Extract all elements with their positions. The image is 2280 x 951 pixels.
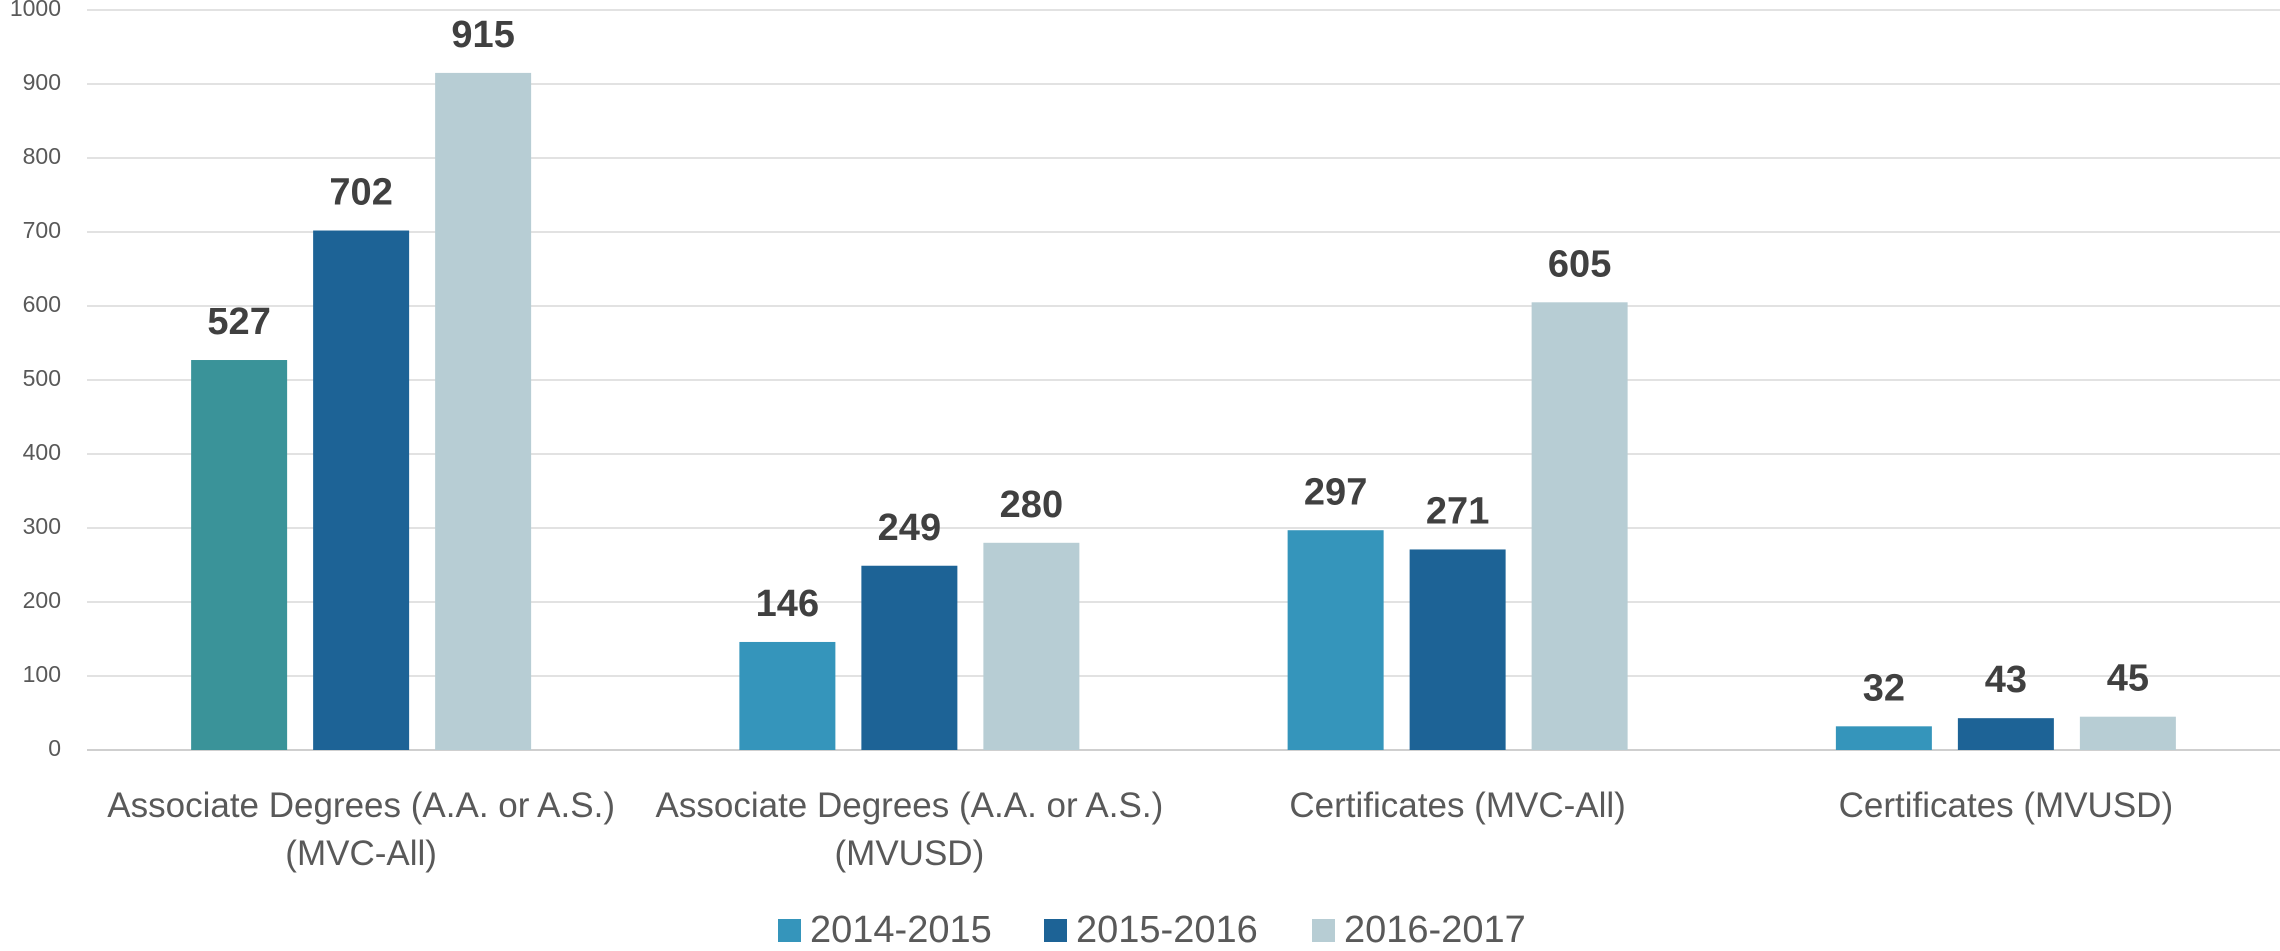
bar [1409, 549, 1506, 750]
legend-label: 2015-2016 [1076, 909, 1258, 951]
bar [983, 542, 1080, 750]
bar [861, 565, 958, 750]
x-tick-label: Associate Degrees (A.A. or A.S.) (MVUSD) [655, 786, 1164, 873]
y-tick-label: 200 [23, 587, 61, 613]
bar [1287, 530, 1384, 750]
data-label: 297 [1304, 471, 1367, 513]
y-tick-label: 1000 [10, 0, 61, 21]
y-tick-label: 500 [23, 365, 61, 391]
data-label: 915 [451, 14, 514, 56]
data-label: 702 [329, 172, 392, 214]
data-label: 45 [2107, 658, 2149, 700]
y-tick-label: 400 [23, 439, 61, 465]
bar [1957, 718, 2054, 750]
data-label: 605 [1548, 243, 1611, 285]
x-tick-label: Associate Degrees (A.A. or A.S.) (MVC-Al… [107, 786, 615, 873]
y-tick-label: 600 [23, 291, 61, 317]
bar [1531, 302, 1628, 750]
x-tick-label: Certificates (MVC-All) [1289, 786, 1626, 825]
y-tick-label: 100 [23, 661, 61, 687]
bar [191, 360, 288, 750]
data-label: 146 [756, 583, 819, 625]
bar [739, 641, 836, 750]
legend-label: 2016-2017 [1344, 909, 1526, 951]
legend-label: 2014-2015 [810, 909, 992, 951]
y-tick-label: 300 [23, 513, 61, 539]
data-label: 32 [1863, 667, 1905, 709]
data-label: 43 [1985, 659, 2027, 701]
y-tick-label: 700 [23, 217, 61, 243]
legend-swatch [1312, 919, 1335, 942]
y-tick-label: 900 [23, 69, 61, 95]
data-label: 527 [207, 301, 270, 343]
y-tick-label: 0 [48, 735, 61, 761]
legend-swatch [1044, 919, 1067, 942]
y-tick-label: 800 [23, 143, 61, 169]
x-tick-label: Certificates (MVUSD) [1838, 786, 2174, 825]
bar [2079, 716, 2176, 750]
bar [313, 230, 410, 750]
legend-swatch [778, 919, 801, 942]
bar [435, 72, 532, 750]
data-label: 271 [1426, 490, 1489, 532]
data-label: 249 [878, 507, 941, 549]
data-label: 280 [1000, 484, 1063, 526]
bar [1835, 726, 1932, 750]
